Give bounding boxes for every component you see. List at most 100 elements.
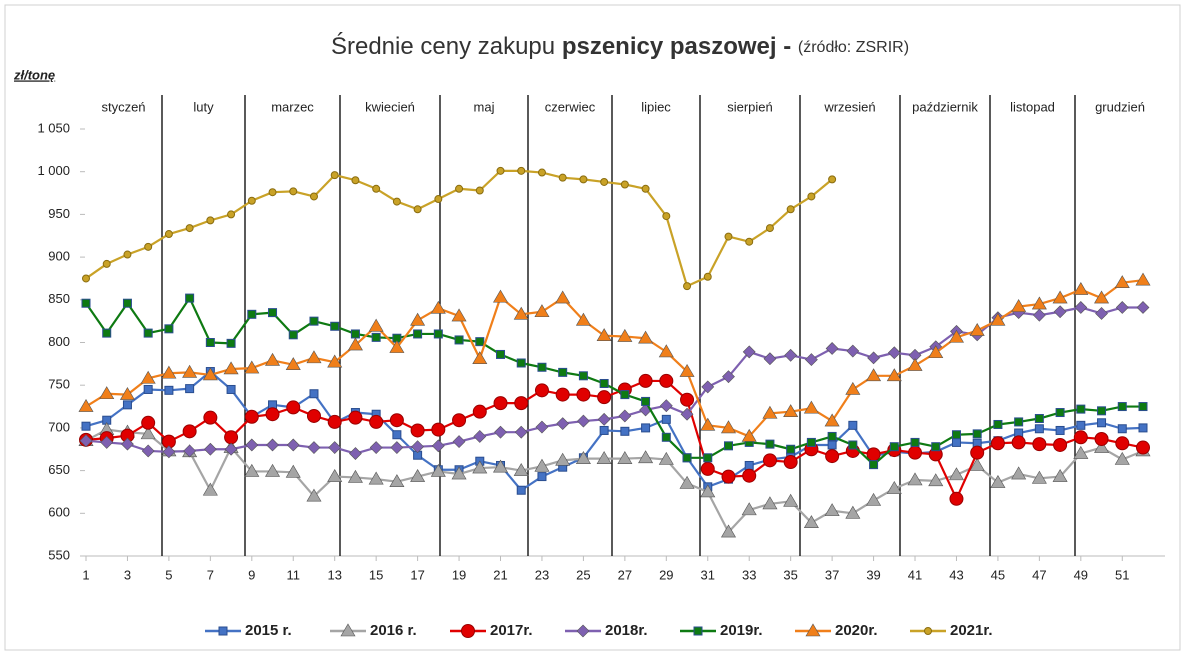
marker xyxy=(703,272,712,281)
marker xyxy=(658,344,674,358)
marker xyxy=(599,378,609,388)
marker xyxy=(599,425,609,435)
marker xyxy=(845,505,861,519)
marker xyxy=(641,423,651,433)
marker xyxy=(1031,470,1047,484)
legend-item: 2018r. xyxy=(565,622,648,639)
marker xyxy=(745,237,754,246)
marker xyxy=(783,493,799,507)
marker xyxy=(1032,437,1047,452)
marker xyxy=(102,328,112,338)
marker xyxy=(990,474,1006,488)
marker xyxy=(600,177,609,186)
marker xyxy=(185,293,195,303)
marker xyxy=(431,422,446,437)
marker xyxy=(951,437,961,447)
legend-label: 2018r. xyxy=(605,622,648,639)
marker xyxy=(410,423,425,438)
marker xyxy=(827,431,837,441)
marker xyxy=(1011,466,1027,480)
marker xyxy=(578,371,588,381)
marker xyxy=(762,496,778,510)
month-label: maj xyxy=(474,99,495,114)
month-label: marzec xyxy=(271,99,314,114)
marker xyxy=(866,492,882,506)
marker xyxy=(928,345,944,359)
marker xyxy=(390,441,404,454)
marker xyxy=(1055,408,1065,418)
marker xyxy=(1073,281,1089,295)
marker xyxy=(78,398,94,412)
marker xyxy=(244,409,259,424)
marker xyxy=(972,429,982,439)
marker xyxy=(682,453,692,463)
x-tick-label: 7 xyxy=(207,567,214,582)
marker xyxy=(452,413,467,428)
marker xyxy=(162,445,176,459)
marker xyxy=(889,442,899,452)
marker xyxy=(389,340,405,353)
legend-item: 2017r. xyxy=(450,622,533,639)
marker xyxy=(1117,402,1127,412)
marker xyxy=(492,459,509,473)
marker xyxy=(722,370,735,384)
title-part: (źródło: ZSRIR) xyxy=(798,39,909,56)
legend-item: 2021r. xyxy=(910,622,993,639)
marker xyxy=(948,467,964,481)
marker xyxy=(496,349,506,359)
marker xyxy=(949,491,964,506)
marker xyxy=(638,373,653,388)
marker xyxy=(516,485,526,495)
marker xyxy=(368,471,384,485)
marker xyxy=(306,488,322,502)
marker xyxy=(825,342,839,355)
series-line xyxy=(85,428,1144,534)
marker xyxy=(244,463,260,477)
marker xyxy=(247,196,256,205)
marker xyxy=(347,337,363,351)
marker xyxy=(1053,437,1068,452)
month-label: listopad xyxy=(1010,99,1055,114)
marker xyxy=(265,352,281,366)
marker xyxy=(824,503,840,517)
marker xyxy=(848,440,858,450)
marker xyxy=(848,420,858,430)
marker xyxy=(537,362,547,372)
month-label: luty xyxy=(193,99,214,114)
marker xyxy=(1073,430,1088,445)
marker xyxy=(1053,305,1067,319)
marker xyxy=(472,460,488,474)
month-label: czerwiec xyxy=(545,99,596,114)
marker xyxy=(661,432,671,442)
marker xyxy=(371,332,381,342)
x-tick-label: 35 xyxy=(783,567,797,582)
marker xyxy=(866,368,882,382)
marker xyxy=(472,404,487,419)
month-label: październik xyxy=(912,99,978,114)
marker xyxy=(1115,436,1130,451)
marker xyxy=(307,441,321,454)
marker xyxy=(1094,432,1109,447)
marker xyxy=(700,417,716,431)
x-tick-label: 3 xyxy=(124,567,131,582)
marker xyxy=(79,434,93,448)
legend-marker xyxy=(218,626,228,636)
marker xyxy=(265,407,280,422)
marker xyxy=(659,399,673,413)
marker xyxy=(1115,301,1129,314)
x-tick-label: 5 xyxy=(165,567,172,582)
marker xyxy=(513,463,529,476)
marker xyxy=(1031,296,1047,310)
marker xyxy=(701,380,715,394)
marker xyxy=(514,425,528,439)
series-line xyxy=(85,296,1143,466)
legend-label: 2021r. xyxy=(950,622,993,639)
marker xyxy=(452,435,466,448)
month-label: grudzień xyxy=(1095,99,1145,114)
marker xyxy=(969,322,985,336)
marker xyxy=(1117,424,1127,434)
month-label: styczeń xyxy=(101,99,145,114)
marker xyxy=(948,329,964,343)
marker xyxy=(803,400,819,414)
marker xyxy=(993,419,1003,429)
